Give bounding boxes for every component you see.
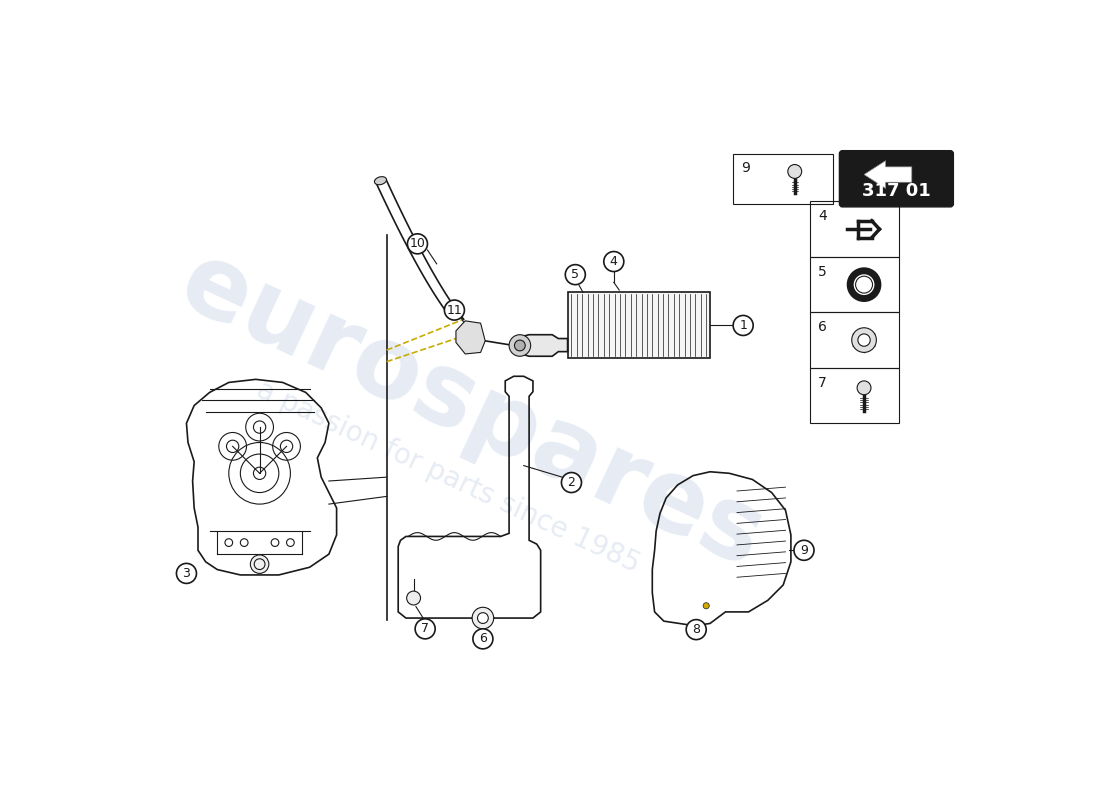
Text: eurospares: eurospares	[164, 234, 779, 590]
Circle shape	[686, 619, 706, 640]
Text: 5: 5	[818, 265, 826, 278]
Circle shape	[444, 300, 464, 320]
Text: 9: 9	[800, 544, 807, 557]
Circle shape	[794, 540, 814, 560]
Text: 7: 7	[818, 375, 826, 390]
Circle shape	[733, 315, 754, 335]
Circle shape	[851, 328, 877, 353]
Circle shape	[407, 234, 428, 254]
Circle shape	[565, 265, 585, 285]
Text: 7: 7	[421, 622, 429, 635]
Text: 6: 6	[478, 632, 487, 646]
Circle shape	[857, 381, 871, 394]
Circle shape	[251, 555, 268, 574]
Circle shape	[703, 602, 710, 609]
Circle shape	[509, 334, 530, 356]
Text: 6: 6	[818, 320, 827, 334]
Text: 8: 8	[692, 623, 701, 636]
Text: 9: 9	[741, 162, 750, 175]
Text: 3: 3	[183, 567, 190, 580]
Text: 5: 5	[571, 268, 580, 281]
Text: 1: 1	[739, 319, 747, 332]
Circle shape	[477, 613, 488, 623]
Circle shape	[561, 473, 582, 493]
Text: 11: 11	[447, 303, 462, 317]
Text: a passion for parts since 1985: a passion for parts since 1985	[252, 376, 645, 578]
Text: 4: 4	[818, 209, 826, 223]
Circle shape	[604, 251, 624, 271]
Text: 317 01: 317 01	[862, 182, 931, 201]
FancyBboxPatch shape	[839, 150, 954, 207]
Circle shape	[176, 563, 197, 583]
FancyBboxPatch shape	[568, 292, 711, 358]
Circle shape	[407, 591, 420, 605]
Polygon shape	[865, 161, 912, 188]
Circle shape	[515, 340, 526, 351]
Circle shape	[472, 607, 494, 629]
Text: 10: 10	[409, 238, 426, 250]
Text: 2: 2	[568, 476, 575, 489]
Circle shape	[858, 334, 870, 346]
Circle shape	[415, 619, 436, 639]
Polygon shape	[514, 334, 568, 356]
Polygon shape	[455, 321, 485, 354]
Circle shape	[788, 165, 802, 178]
Text: 4: 4	[609, 255, 618, 268]
Ellipse shape	[374, 177, 386, 185]
Circle shape	[473, 629, 493, 649]
